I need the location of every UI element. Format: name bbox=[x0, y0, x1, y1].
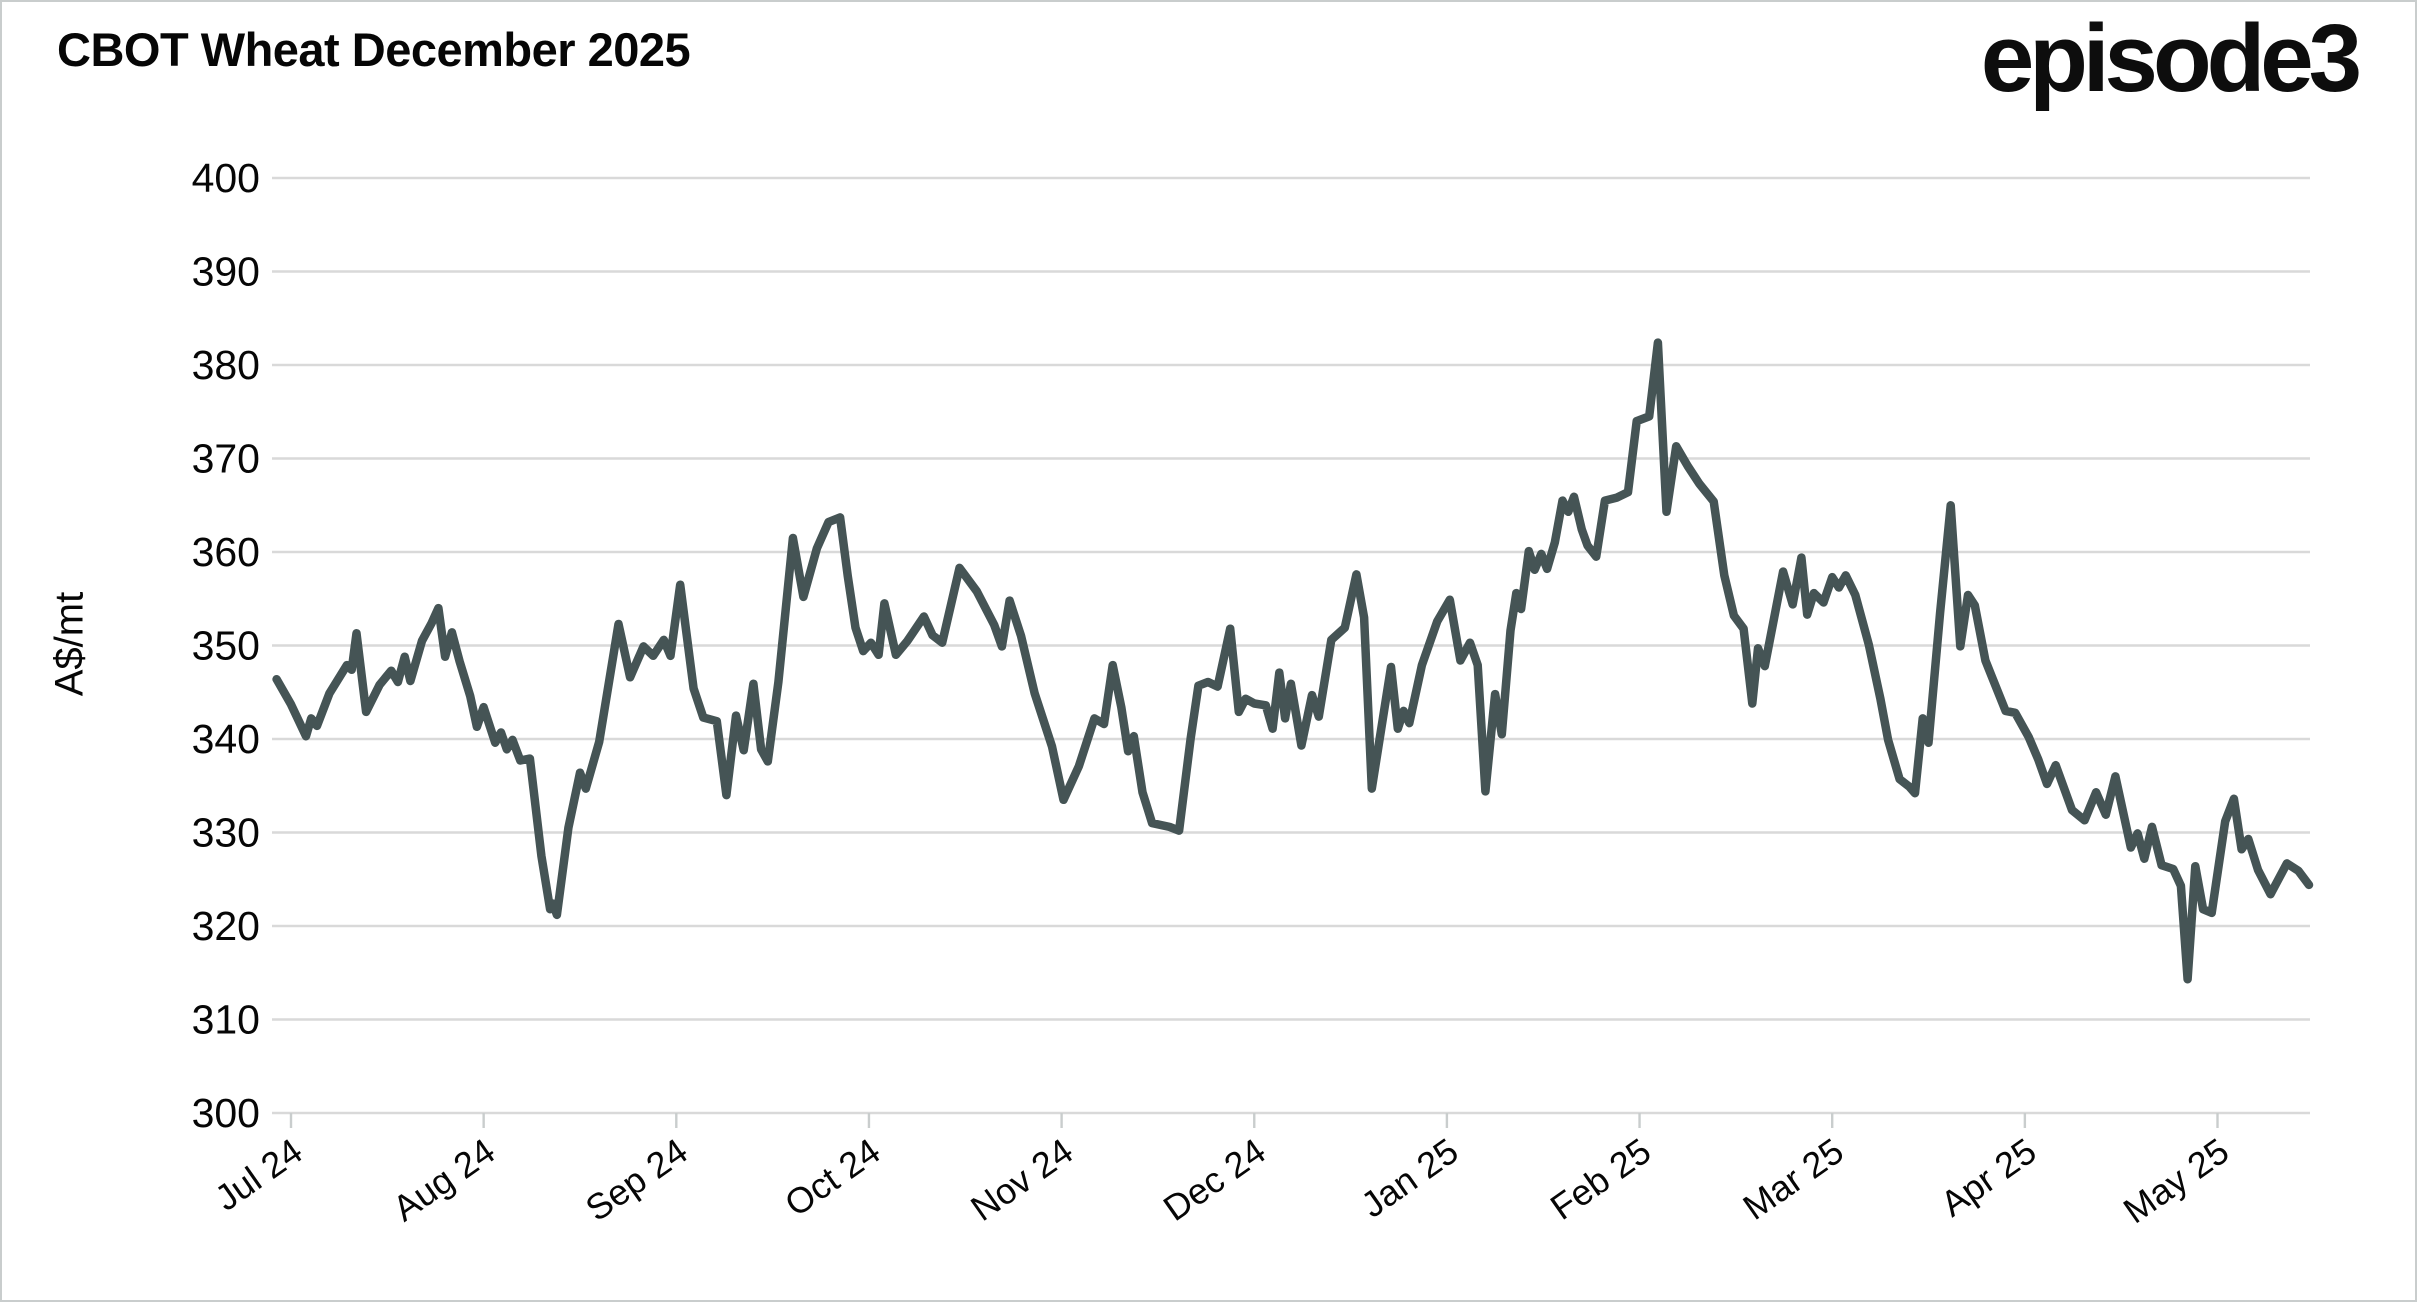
x-tick-label: Jan 25 bbox=[1353, 1130, 1465, 1226]
y-tick-label: 390 bbox=[192, 249, 260, 295]
x-tick-label: Dec 24 bbox=[1156, 1130, 1273, 1229]
chart-title: CBOT Wheat December 2025 bbox=[57, 23, 691, 76]
x-tick-label: Aug 24 bbox=[385, 1130, 502, 1229]
x-tick-label: Mar 25 bbox=[1735, 1130, 1850, 1228]
price-line bbox=[272, 338, 2314, 984]
x-tick-label: Nov 24 bbox=[963, 1130, 1080, 1229]
y-tick-label: 380 bbox=[192, 342, 260, 388]
y-tick-label: 330 bbox=[192, 810, 260, 856]
x-tick-label: Sep 24 bbox=[578, 1130, 695, 1229]
y-tick-label: 350 bbox=[192, 623, 260, 669]
episode3-logo: episode3 bbox=[1980, 5, 2362, 112]
x-tick-label: May 25 bbox=[2116, 1130, 2236, 1231]
y-tick-label: 370 bbox=[192, 436, 260, 482]
y-tick-label: 320 bbox=[192, 903, 260, 949]
x-tick-label: Oct 24 bbox=[777, 1130, 887, 1224]
y-tick-label: 400 bbox=[192, 155, 260, 201]
y-tick-label: 310 bbox=[192, 997, 260, 1043]
x-tick-label: Jul 24 bbox=[207, 1130, 309, 1219]
y-tick-label: 360 bbox=[192, 529, 260, 575]
x-tick-label: Feb 25 bbox=[1543, 1130, 1658, 1228]
x-tick-label: Apr 25 bbox=[1933, 1130, 2043, 1224]
y-tick-label: 300 bbox=[192, 1090, 260, 1136]
y-tick-label: 340 bbox=[192, 716, 260, 762]
